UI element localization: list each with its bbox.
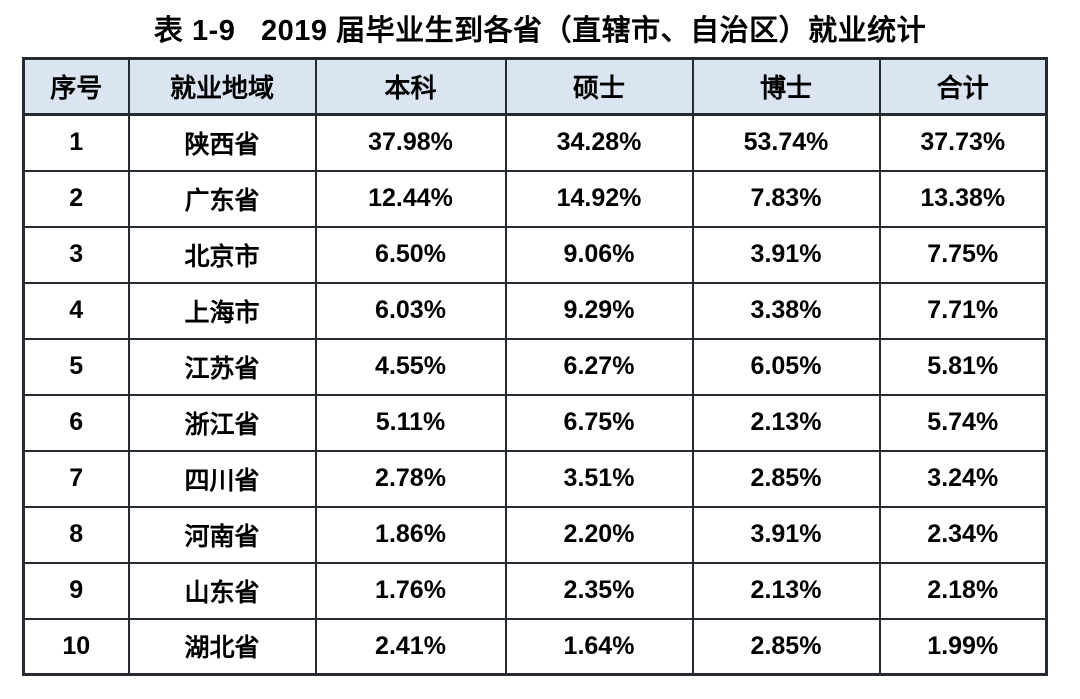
- cell-doctor: 7.83%: [691, 169, 881, 228]
- cell-bachelor: 6.03%: [314, 281, 507, 340]
- cell-total: 13.38%: [878, 169, 1048, 228]
- cell-rank: 7: [22, 449, 130, 508]
- table-caption: 表 1-9 2019 届毕业生到各省（直辖市、自治区）就业统计: [153, 15, 927, 47]
- cell-doctor: 6.05%: [691, 337, 881, 396]
- cell-bachelor: 5.11%: [314, 393, 507, 452]
- cell-master: 3.51%: [504, 449, 694, 508]
- cell-doctor: 2.13%: [691, 561, 881, 620]
- cell-total: 2.34%: [878, 505, 1048, 564]
- cell-bachelor: 4.55%: [314, 337, 507, 396]
- column-header-doctor: 博士: [691, 57, 881, 116]
- table-row: 3 北京市 6.50% 9.06% 3.91% 7.75%: [22, 225, 1048, 284]
- cell-total: 7.71%: [878, 281, 1048, 340]
- cell-region: 上海市: [127, 281, 317, 340]
- cell-rank: 1: [22, 113, 130, 172]
- cell-region: 北京市: [127, 225, 317, 284]
- cell-region: 山东省: [127, 561, 317, 620]
- cell-master: 6.75%: [504, 393, 694, 452]
- cell-bachelor: 2.41%: [314, 617, 507, 676]
- cell-doctor: 2.13%: [691, 393, 881, 452]
- table-row: 10 湖北省 2.41% 1.64% 2.85% 1.99%: [22, 617, 1048, 676]
- table-row: 7 四川省 2.78% 3.51% 2.85% 3.24%: [22, 449, 1048, 508]
- cell-rank: 9: [22, 561, 130, 620]
- table-row: 5 江苏省 4.55% 6.27% 6.05% 5.81%: [22, 337, 1048, 396]
- cell-master: 1.64%: [504, 617, 694, 676]
- table-row: 6 浙江省 5.11% 6.75% 2.13% 5.74%: [22, 393, 1048, 452]
- cell-doctor: 2.85%: [691, 449, 881, 508]
- column-header-bachelor: 本科: [314, 57, 507, 116]
- cell-bachelor: 2.78%: [314, 449, 507, 508]
- column-header-total: 合计: [878, 57, 1048, 116]
- cell-total: 37.73%: [878, 113, 1048, 172]
- cell-doctor: 53.74%: [691, 113, 881, 172]
- cell-master: 9.06%: [504, 225, 694, 284]
- column-header-rank: 序号: [22, 57, 130, 116]
- cell-bachelor: 37.98%: [314, 113, 507, 172]
- table-row: 2 广东省 12.44% 14.92% 7.83% 13.38%: [22, 169, 1048, 228]
- cell-region: 浙江省: [127, 393, 317, 452]
- cell-bachelor: 1.86%: [314, 505, 507, 564]
- cell-rank: 2: [22, 169, 130, 228]
- table-row: 8 河南省 1.86% 2.20% 3.91% 2.34%: [22, 505, 1048, 564]
- cell-total: 1.99%: [878, 617, 1048, 676]
- cell-rank: 4: [22, 281, 130, 340]
- cell-master: 9.29%: [504, 281, 694, 340]
- cell-rank: 8: [22, 505, 130, 564]
- cell-rank: 5: [22, 337, 130, 396]
- employment-stats-table: 序号 就业地域 本科 硕士 博士 合计 1 陕西省 37.98% 34.28% …: [22, 57, 1048, 676]
- table-row: 1 陕西省 37.98% 34.28% 53.74% 37.73%: [22, 113, 1048, 172]
- cell-total: 3.24%: [878, 449, 1048, 508]
- cell-master: 6.27%: [504, 337, 694, 396]
- cell-bachelor: 6.50%: [314, 225, 507, 284]
- cell-doctor: 2.85%: [691, 617, 881, 676]
- table-row: 4 上海市 6.03% 9.29% 3.38% 7.71%: [22, 281, 1048, 340]
- cell-master: 2.20%: [504, 505, 694, 564]
- column-header-region: 就业地域: [127, 57, 317, 116]
- cell-doctor: 3.38%: [691, 281, 881, 340]
- cell-bachelor: 12.44%: [314, 169, 507, 228]
- cell-master: 34.28%: [504, 113, 694, 172]
- cell-region: 四川省: [127, 449, 317, 508]
- cell-region: 湖北省: [127, 617, 317, 676]
- cell-region: 河南省: [127, 505, 317, 564]
- column-header-master: 硕士: [504, 57, 694, 116]
- cell-doctor: 3.91%: [691, 505, 881, 564]
- cell-rank: 6: [22, 393, 130, 452]
- cell-master: 14.92%: [504, 169, 694, 228]
- header-row: 序号 就业地域 本科 硕士 博士 合计: [22, 57, 1048, 116]
- cell-master: 2.35%: [504, 561, 694, 620]
- cell-total: 7.75%: [878, 225, 1048, 284]
- cell-region: 陕西省: [127, 113, 317, 172]
- cell-rank: 3: [22, 225, 130, 284]
- table-row: 9 山东省 1.76% 2.35% 2.13% 2.18%: [22, 561, 1048, 620]
- cell-total: 5.74%: [878, 393, 1048, 452]
- cell-region: 广东省: [127, 169, 317, 228]
- cell-total: 5.81%: [878, 337, 1048, 396]
- cell-total: 2.18%: [878, 561, 1048, 620]
- cell-bachelor: 1.76%: [314, 561, 507, 620]
- cell-doctor: 3.91%: [691, 225, 881, 284]
- cell-region: 江苏省: [127, 337, 317, 396]
- cell-rank: 10: [22, 617, 130, 676]
